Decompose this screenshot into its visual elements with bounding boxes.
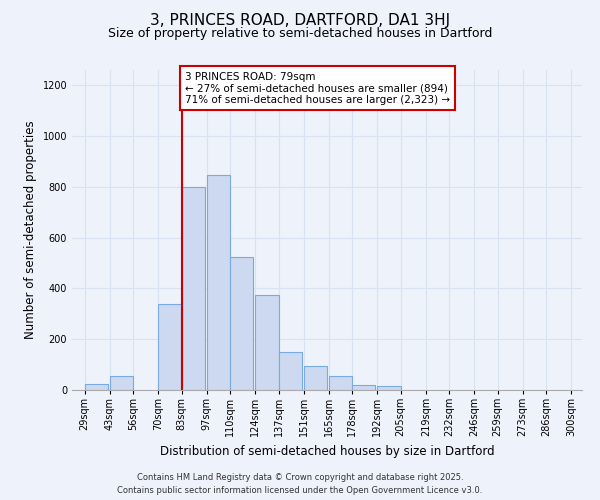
Text: Size of property relative to semi-detached houses in Dartford: Size of property relative to semi-detach…	[108, 28, 492, 40]
Bar	[158, 304, 182, 390]
Text: Contains HM Land Registry data © Crown copyright and database right 2025.
Contai: Contains HM Land Registry data © Crown c…	[118, 473, 482, 495]
Bar	[230, 256, 253, 390]
Y-axis label: Number of semi-detached properties: Number of semi-detached properties	[24, 120, 37, 340]
Bar	[206, 176, 230, 390]
Bar	[110, 376, 133, 390]
Text: 3, PRINCES ROAD, DARTFORD, DA1 3HJ: 3, PRINCES ROAD, DARTFORD, DA1 3HJ	[150, 12, 450, 28]
Bar	[304, 366, 327, 390]
Bar	[329, 376, 352, 390]
Bar	[278, 352, 302, 390]
Bar	[377, 386, 401, 390]
Bar	[182, 187, 205, 390]
Bar	[255, 295, 278, 390]
Bar	[352, 385, 376, 390]
X-axis label: Distribution of semi-detached houses by size in Dartford: Distribution of semi-detached houses by …	[160, 444, 494, 458]
Text: 3 PRINCES ROAD: 79sqm
← 27% of semi-detached houses are smaller (894)
71% of sem: 3 PRINCES ROAD: 79sqm ← 27% of semi-deta…	[185, 72, 450, 105]
Bar	[85, 384, 108, 390]
